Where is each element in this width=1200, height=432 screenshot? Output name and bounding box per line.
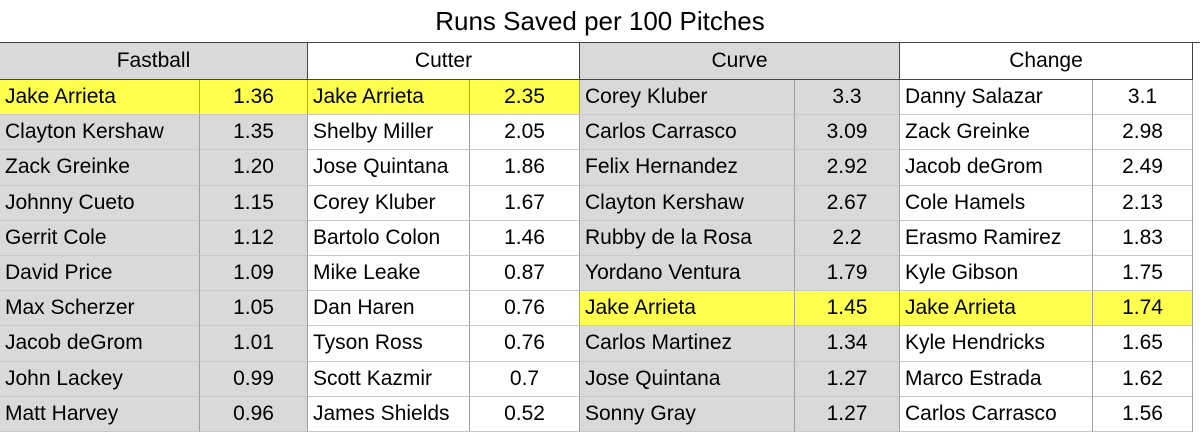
runs-saved: 1.12 xyxy=(200,220,308,256)
pitcher-name: Zack Greinke xyxy=(0,150,200,186)
pitcher-name: Dan Haren xyxy=(308,291,470,327)
runs-saved: 1.86 xyxy=(470,150,580,186)
pitcher-name: John Lackey xyxy=(0,361,200,397)
pitcher-name: Jacob deGrom xyxy=(0,326,200,362)
runs-saved: 0.52 xyxy=(470,396,580,432)
pitcher-name: Jacob deGrom xyxy=(900,150,1093,186)
runs-saved: 1.75 xyxy=(1093,256,1193,292)
runs-saved: 2.92 xyxy=(795,150,900,186)
runs-saved: 1.79 xyxy=(795,256,900,292)
runs-saved: 1.15 xyxy=(200,185,308,221)
runs-saved: 0.87 xyxy=(470,256,580,292)
pitcher-name: Jose Quintana xyxy=(580,361,795,397)
runs-saved: 1.05 xyxy=(200,291,308,327)
pitcher-name: Yordano Ventura xyxy=(580,256,795,292)
group-header: Fastball xyxy=(0,43,308,80)
runs-saved: 0.99 xyxy=(200,361,308,397)
pitcher-name: Shelby Miller xyxy=(308,115,470,151)
pitcher-name: Danny Salazar xyxy=(900,80,1093,116)
pitcher-name: Max Scherzer xyxy=(0,291,200,327)
pitcher-name: Felix Hernandez xyxy=(580,150,795,186)
group-header: Change xyxy=(900,43,1193,80)
group-header: Curve xyxy=(580,43,900,80)
group-header: Cutter xyxy=(308,43,580,80)
pitcher-name: David Price xyxy=(0,256,200,292)
pitcher-name: Jake Arrieta xyxy=(580,291,795,327)
pitcher-name: Sonny Gray xyxy=(580,396,795,432)
runs-saved: 1.36 xyxy=(200,80,308,116)
runs-saved: 2.35 xyxy=(470,80,580,116)
runs-saved: 1.45 xyxy=(795,291,900,327)
runs-saved: 3.1 xyxy=(1093,80,1193,116)
pitcher-name: Matt Harvey xyxy=(0,396,200,432)
pitcher-name: Erasmo Ramirez xyxy=(900,220,1093,256)
runs-saved: 0.76 xyxy=(470,326,580,362)
pitcher-name: Carlos Carrasco xyxy=(580,115,795,151)
runs-saved: 0.96 xyxy=(200,396,308,432)
runs-saved: 1.46 xyxy=(470,220,580,256)
runs-saved: 1.74 xyxy=(1093,291,1193,327)
runs-saved: 2.2 xyxy=(795,220,900,256)
pitcher-name: Jake Arrieta xyxy=(308,80,470,116)
pitcher-name: Marco Estrada xyxy=(900,361,1093,397)
pitcher-name: Jose Quintana xyxy=(308,150,470,186)
pitcher-name: Scott Kazmir xyxy=(308,361,470,397)
runs-saved: 1.65 xyxy=(1093,326,1193,362)
pitcher-name: Gerrit Cole xyxy=(0,220,200,256)
runs-saved: 3.3 xyxy=(795,80,900,116)
pitcher-name: Jake Arrieta xyxy=(900,291,1093,327)
pitcher-name: James Shields xyxy=(308,396,470,432)
pitcher-name: Mike Leake xyxy=(308,256,470,292)
runs-saved: 2.67 xyxy=(795,185,900,221)
pitcher-name: Cole Hamels xyxy=(900,185,1093,221)
pitcher-name: Jake Arrieta xyxy=(0,80,200,116)
runs-saved: 1.01 xyxy=(200,326,308,362)
pitcher-name: Johnny Cueto xyxy=(0,185,200,221)
pitcher-name: Carlos Martinez xyxy=(580,326,795,362)
pitcher-name: Corey Kluber xyxy=(580,80,795,116)
runs-saved: 1.67 xyxy=(470,185,580,221)
runs-saved: 1.34 xyxy=(795,326,900,362)
pitcher-name: Tyson Ross xyxy=(308,326,470,362)
pitcher-name: Rubby de la Rosa xyxy=(580,220,795,256)
runs-saved: 1.20 xyxy=(200,150,308,186)
table-title: Runs Saved per 100 Pitches xyxy=(0,0,1200,43)
runs-saved: 1.83 xyxy=(1093,220,1193,256)
runs-saved: 0.76 xyxy=(470,291,580,327)
pitcher-name: Clayton Kershaw xyxy=(580,185,795,221)
runs-saved: 2.98 xyxy=(1093,115,1193,151)
pitcher-name: Clayton Kershaw xyxy=(0,115,200,151)
pitcher-name: Zack Greinke xyxy=(900,115,1093,151)
runs-saved: 2.49 xyxy=(1093,150,1193,186)
runs-saved: 1.56 xyxy=(1093,396,1193,432)
pitcher-name: Kyle Hendricks xyxy=(900,326,1093,362)
runs-saved: 0.7 xyxy=(470,361,580,397)
pitcher-name: Bartolo Colon xyxy=(308,220,470,256)
runs-saved: 2.13 xyxy=(1093,185,1193,221)
runs-saved: 1.09 xyxy=(200,256,308,292)
pitcher-name: Carlos Carrasco xyxy=(900,396,1093,432)
runs-saved: 1.35 xyxy=(200,115,308,151)
pitcher-name: Kyle Gibson xyxy=(900,256,1093,292)
runs-saved: 3.09 xyxy=(795,115,900,151)
runs-saved: 1.27 xyxy=(795,361,900,397)
runs-saved: 2.05 xyxy=(470,115,580,151)
runs-saved: 1.27 xyxy=(795,396,900,432)
pitcher-name: Corey Kluber xyxy=(308,185,470,221)
runs-saved: 1.62 xyxy=(1093,361,1193,397)
